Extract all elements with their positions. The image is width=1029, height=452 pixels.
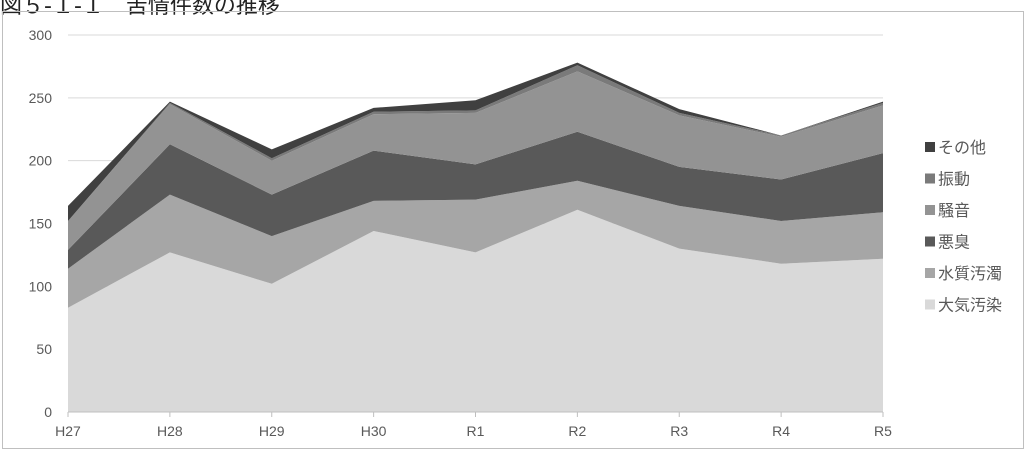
legend-label: その他: [938, 138, 986, 157]
x-tick-label: R1: [467, 423, 485, 439]
area-series-4: [68, 71, 883, 250]
y-tick-label: 150: [29, 216, 53, 232]
y-tick-label: 50: [36, 341, 52, 357]
x-tick-label: R4: [772, 423, 790, 439]
x-tick-label: R2: [568, 423, 586, 439]
x-tick-label: H28: [157, 423, 183, 439]
x-tick-label: H29: [259, 423, 285, 439]
area-series-2: [68, 180, 883, 308]
legend-swatch: [925, 236, 935, 247]
x-tick-label: R5: [874, 423, 892, 439]
area-series-1: [68, 209, 883, 412]
legend-swatch: [925, 142, 935, 152]
y-tick-label: 250: [29, 90, 53, 106]
legend-label: 水質汚濁: [938, 264, 1002, 283]
legend-label: 振動: [938, 170, 970, 189]
x-tick-label: R3: [670, 423, 688, 439]
legend-swatch: [925, 299, 935, 310]
legend-label: 悪臭: [938, 233, 970, 252]
legend-label: 騒音: [938, 201, 970, 220]
x-tick-label: H30: [361, 423, 387, 439]
chart-title: 図５-１-１ 苦情件数の推移: [0, 0, 280, 19]
y-tick-label: 300: [29, 27, 53, 43]
legend-label: 大気汚染: [938, 296, 1002, 315]
area-series-3: [68, 131, 883, 269]
y-tick-label: 100: [29, 278, 53, 294]
legend-swatch: [925, 268, 935, 278]
legend-swatch: [925, 173, 935, 184]
y-tick-label: 0: [44, 404, 52, 420]
chart-frame: [2, 11, 1024, 449]
legend-swatch: [925, 205, 935, 215]
x-tick-label: H27: [55, 423, 81, 439]
y-tick-label: 200: [29, 153, 53, 169]
